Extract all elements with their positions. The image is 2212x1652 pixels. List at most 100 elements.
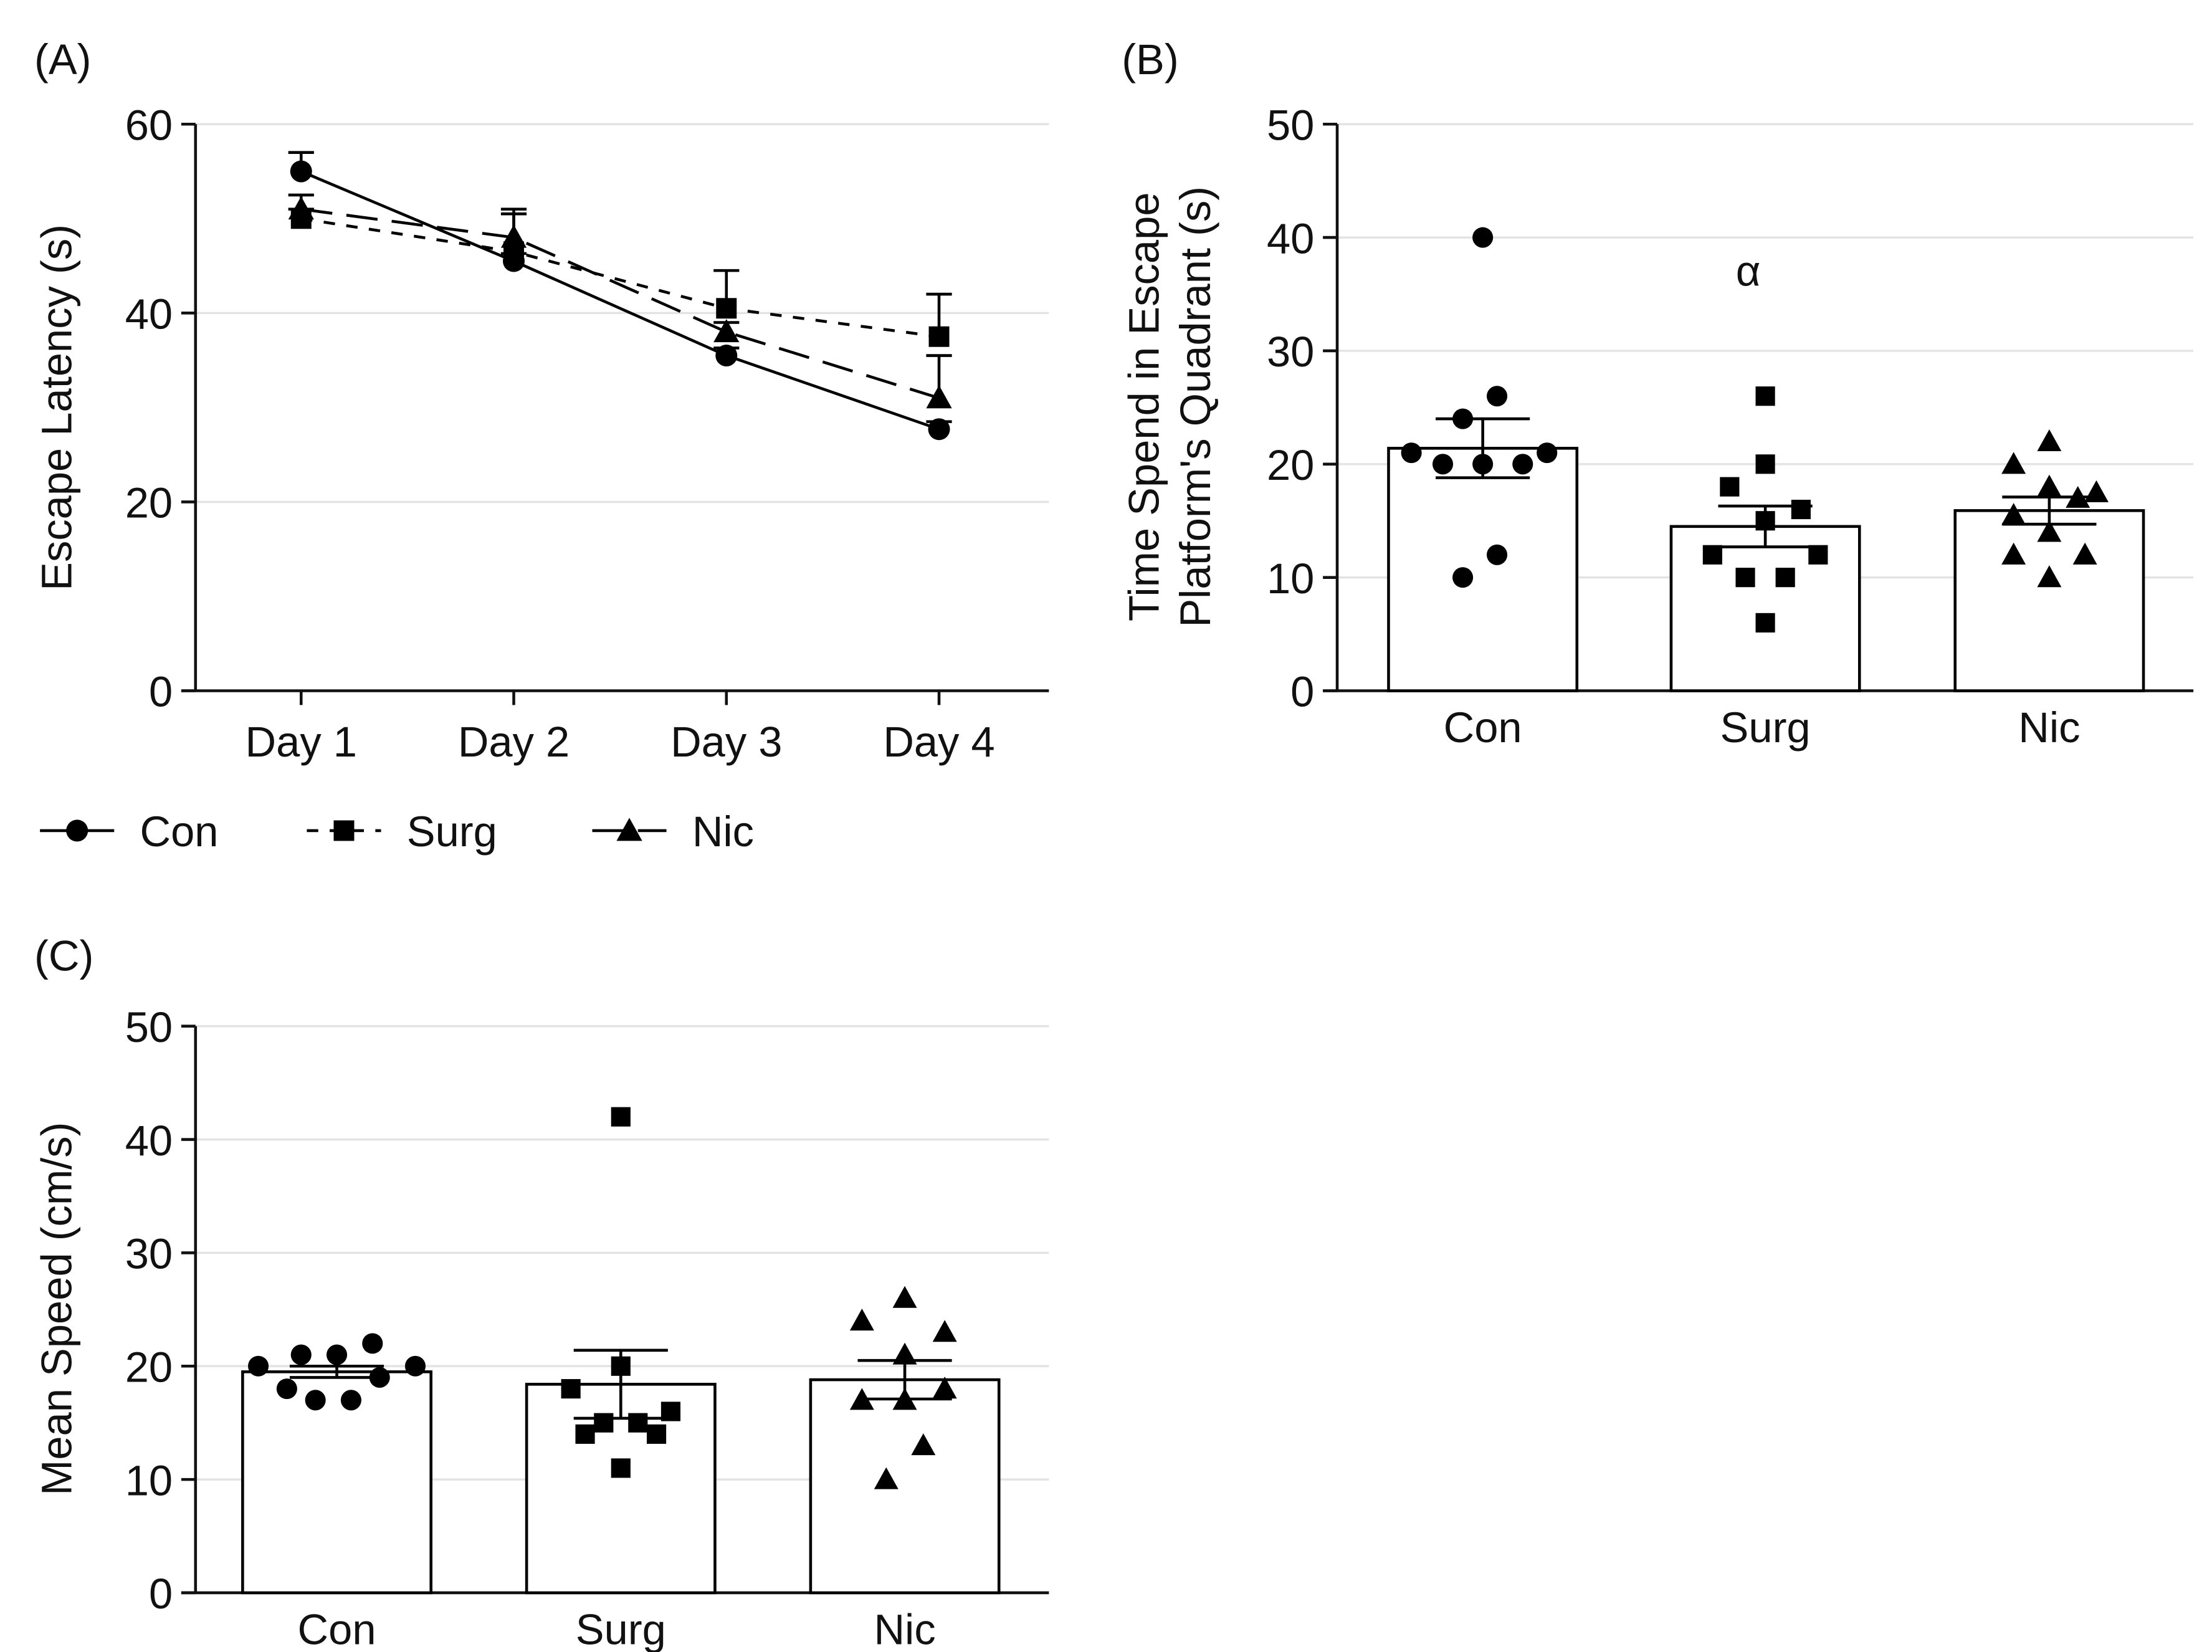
b-point-surg — [1755, 613, 1775, 633]
c-point-surg — [561, 1379, 581, 1399]
c-point-con — [340, 1390, 361, 1411]
c-point-con — [404, 1355, 426, 1377]
b-point-nic — [2037, 429, 2062, 452]
c-point-surg — [646, 1424, 667, 1444]
a-point-surg — [716, 298, 737, 319]
b-point-con — [1512, 454, 1533, 475]
c-point-surg — [594, 1413, 614, 1433]
b-y-axis-label-line2: Platform's Quadrant (s) — [1171, 186, 1219, 628]
b-xtick-label: Con — [1444, 704, 1522, 752]
a-point-nic — [926, 385, 952, 409]
c-bar-nic — [809, 1378, 1001, 1595]
a-ytick-label: 40 — [125, 290, 173, 338]
c-point-surg — [611, 1107, 631, 1127]
c-point-nic — [911, 1433, 936, 1456]
b-point-nic — [2037, 474, 2062, 497]
b-point-nic — [2001, 503, 2026, 525]
legend-label-surg: Surg — [407, 808, 497, 856]
c-point-surg — [628, 1413, 648, 1433]
b-xtick-label: Surg — [1720, 704, 1811, 752]
legend-label-con: Con — [140, 808, 218, 856]
legend-marker-con — [66, 819, 88, 842]
b-bar-con — [1387, 447, 1579, 692]
a-point-nic — [713, 319, 740, 343]
c-xtick-label: Con — [298, 1605, 376, 1652]
b-point-con — [1537, 442, 1558, 464]
a-ytick-label: 20 — [125, 479, 173, 527]
c-point-nic — [874, 1467, 899, 1489]
b-ytick-label: 0 — [1290, 668, 1314, 716]
b-ytick-label: 30 — [1267, 328, 1314, 376]
c-ytick-label: 20 — [125, 1343, 173, 1391]
b-point-nic — [2001, 452, 2026, 474]
b-significance-alpha: α — [1736, 247, 1761, 295]
c-y-axis-label: Mean Speed (cm/s) — [33, 1122, 81, 1496]
a-xtick-label: Day 1 — [246, 718, 357, 766]
b-ytick-label: 10 — [1267, 555, 1314, 603]
b-point-surg — [1791, 499, 1811, 520]
b-ytick-label: 40 — [1267, 214, 1314, 262]
a-point-surg — [928, 326, 950, 347]
a-series-line-surg — [300, 217, 940, 338]
b-point-con — [1432, 454, 1454, 475]
a-series-line-con — [300, 169, 940, 431]
legend-marker-surg — [333, 820, 355, 841]
b-point-surg — [1735, 568, 1755, 588]
c-xtick-label: Surg — [576, 1605, 666, 1652]
a-point-con — [290, 160, 312, 183]
b-point-surg — [1702, 545, 1722, 565]
c-point-surg — [611, 1458, 631, 1478]
c-point-con — [290, 1344, 312, 1365]
c-point-surg — [575, 1424, 595, 1444]
c-point-nic — [849, 1309, 874, 1331]
a-xtick-label: Day 4 — [883, 718, 994, 766]
c-ytick-label: 50 — [125, 1003, 173, 1051]
c-point-con — [326, 1344, 348, 1365]
legend-label-nic: Nic — [692, 808, 754, 856]
a-xtick-label: Day 3 — [670, 718, 782, 766]
b-point-con — [1486, 386, 1508, 407]
a-point-nic — [500, 224, 527, 248]
b-point-nic — [2037, 565, 2062, 588]
a-point-con — [715, 345, 738, 367]
b-point-surg — [1755, 386, 1775, 406]
a-point-nic — [288, 196, 314, 220]
b-ytick-label: 20 — [1267, 441, 1314, 489]
c-ytick-label: 30 — [125, 1230, 173, 1278]
panel-label-b: (B) — [1122, 36, 1179, 84]
b-point-con — [1486, 544, 1508, 565]
b-point-nic — [2001, 542, 2026, 565]
b-point-nic — [2037, 520, 2062, 542]
a-y-axis-label: Escape Latency (s) — [33, 224, 81, 591]
a-series-line-nic — [300, 208, 940, 399]
b-point-con — [1472, 227, 1494, 248]
b-point-nic — [2084, 480, 2109, 502]
c-point-con — [248, 1355, 269, 1377]
b-point-surg — [1755, 454, 1775, 474]
b-point-surg — [1775, 568, 1795, 588]
b-point-con — [1452, 567, 1474, 588]
b-point-surg — [1808, 545, 1828, 565]
b-y-axis-label-line1: Time Spend in Escape — [1120, 192, 1168, 621]
c-bar-con — [241, 1370, 432, 1595]
c-point-nic — [932, 1320, 957, 1342]
c-point-con — [305, 1390, 326, 1411]
legend-marker-nic — [616, 818, 642, 841]
c-xtick-label: Nic — [874, 1605, 935, 1652]
b-ytick-label: 50 — [1267, 101, 1314, 149]
b-bar-surg — [1669, 525, 1861, 692]
b-xtick-label: Nic — [2018, 704, 2080, 752]
b-point-surg — [1720, 477, 1740, 497]
a-point-con — [928, 418, 950, 441]
panel-label-c: (C) — [34, 932, 93, 980]
c-point-nic — [892, 1286, 917, 1308]
c-point-nic — [932, 1377, 957, 1399]
b-point-nic — [2072, 542, 2097, 565]
a-ytick-label: 0 — [149, 668, 173, 716]
b-point-con — [1401, 442, 1422, 464]
a-xtick-label: Day 2 — [458, 718, 570, 766]
panel-label-a: (A) — [34, 36, 92, 84]
a-ytick-label: 60 — [125, 101, 173, 149]
c-ytick-label: 40 — [125, 1117, 173, 1165]
